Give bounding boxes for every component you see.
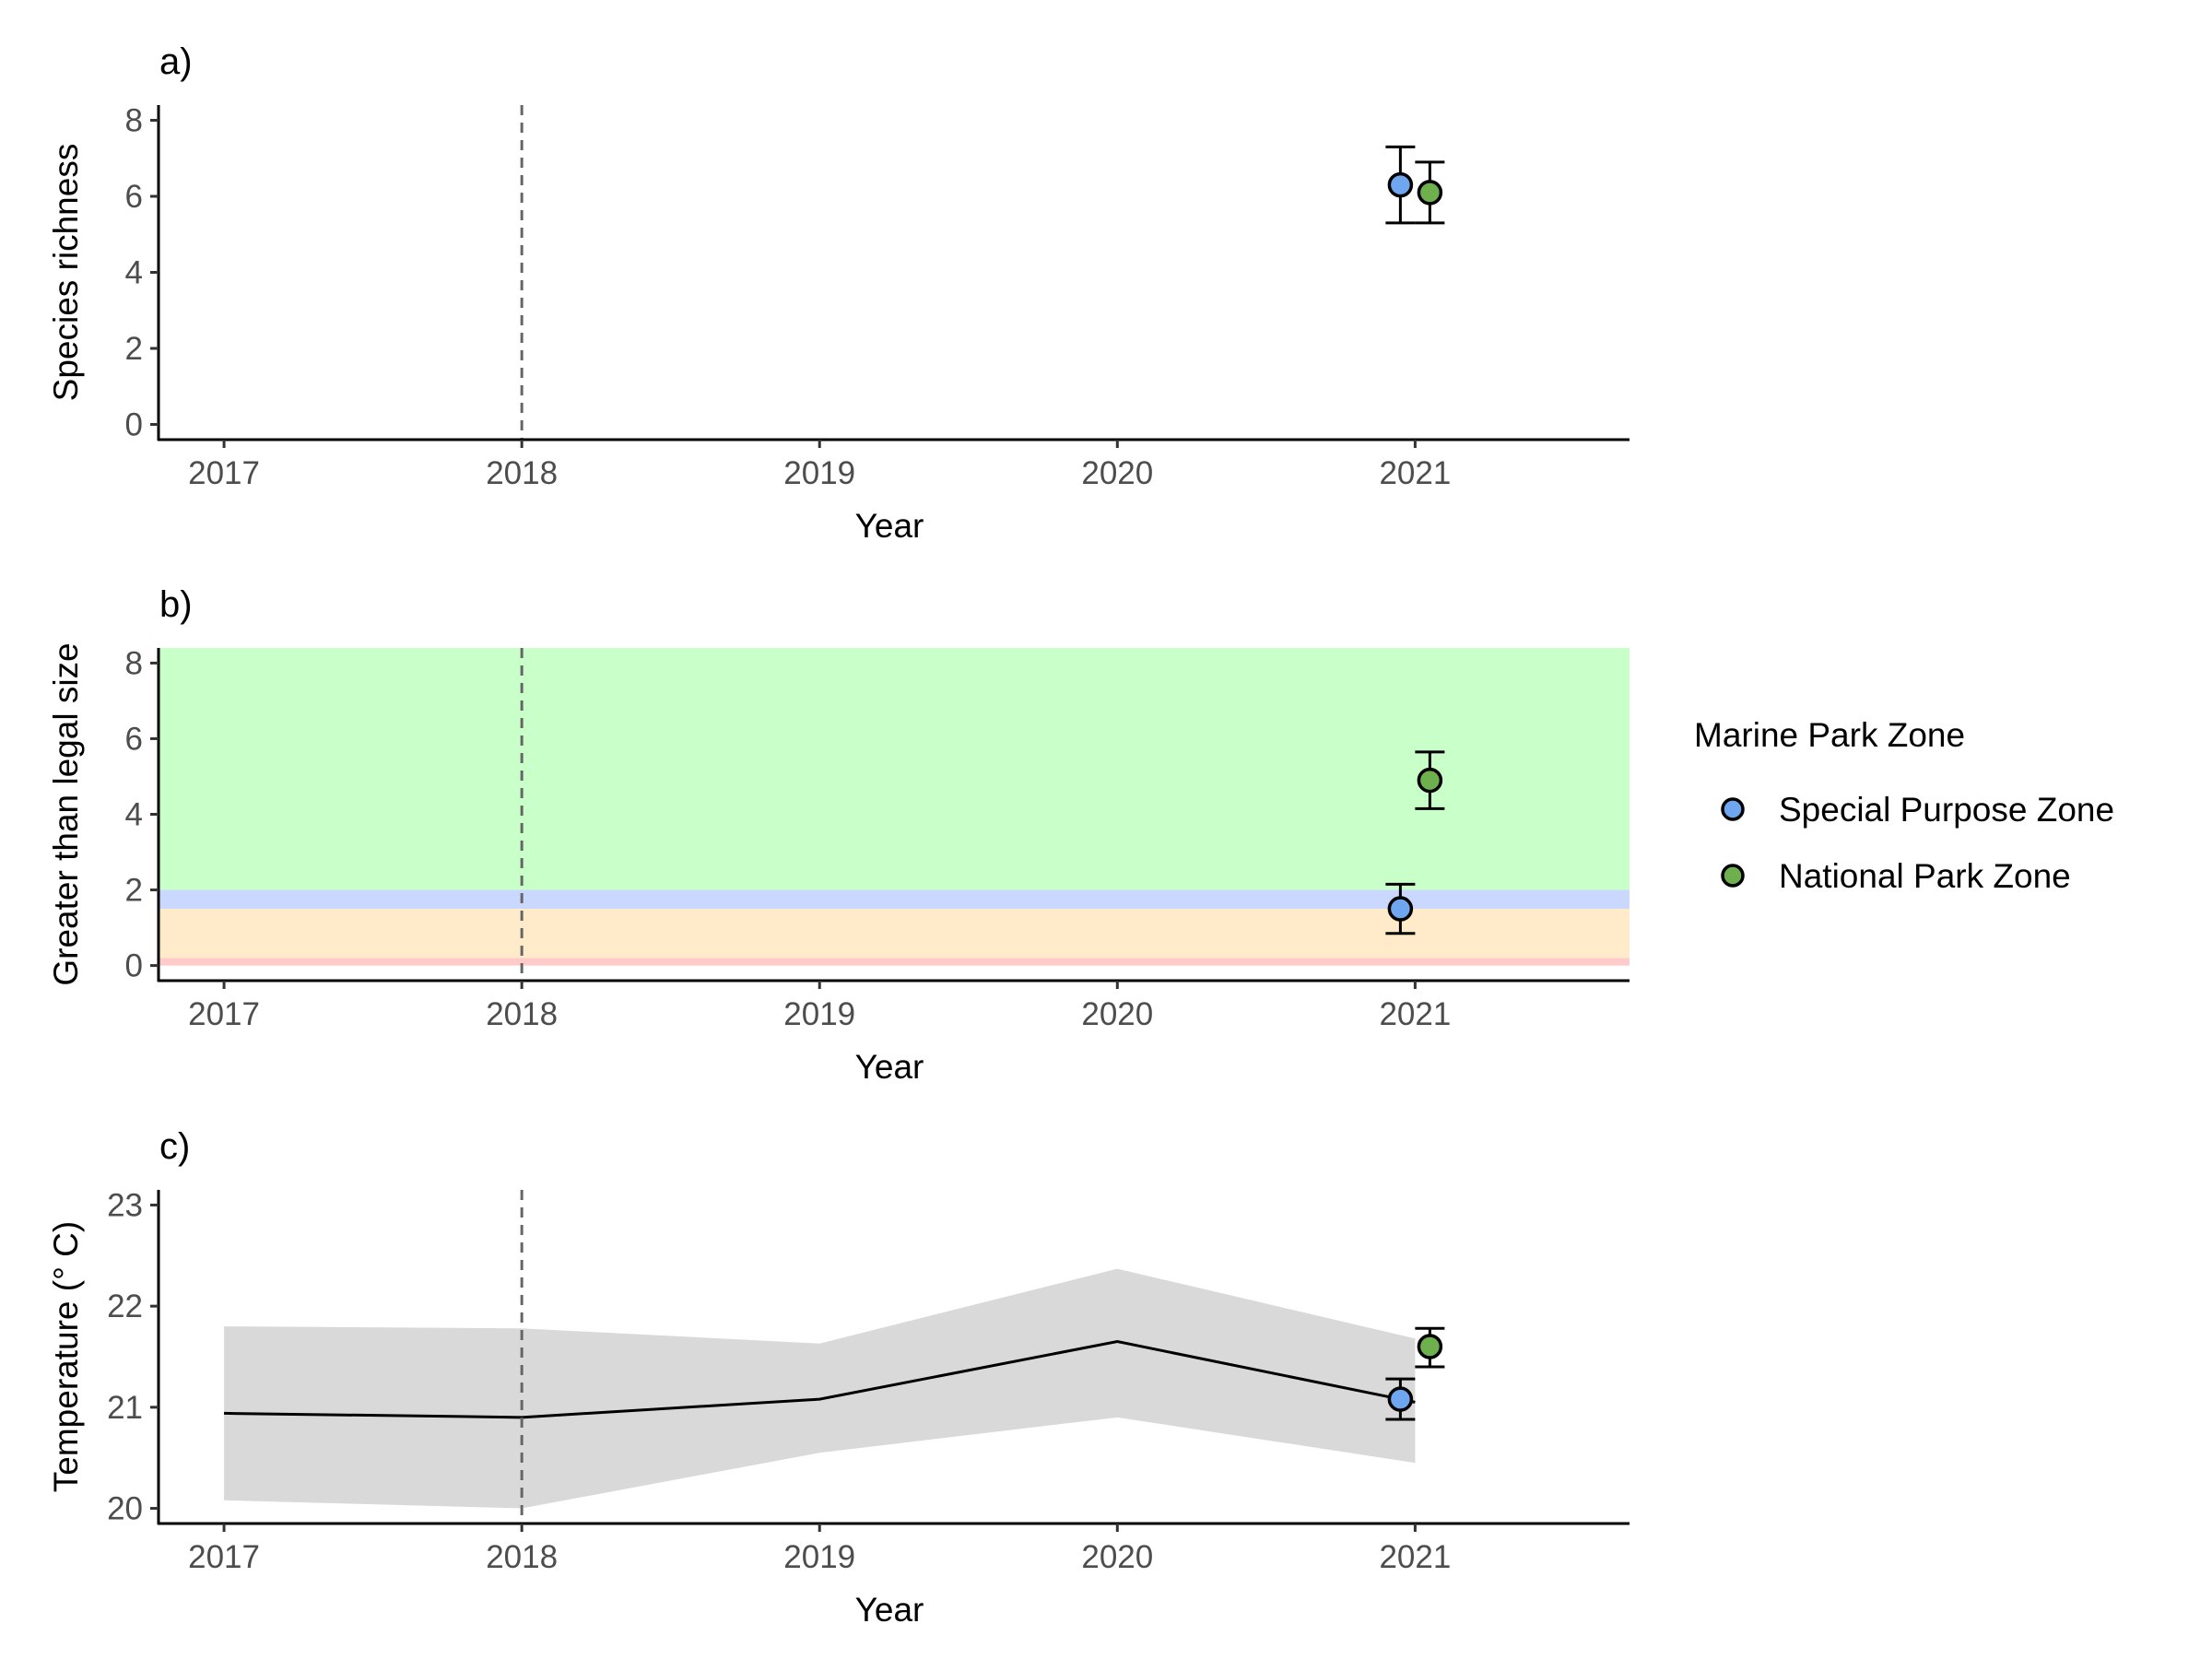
panel-c-label: c) xyxy=(159,1126,190,1167)
panel-c: 2017 2018 2019 2020 202120212223c)YearTemper… xyxy=(47,1126,1630,1629)
panel-a: 2017 2018 2019 2020 2021 0 2 4 6 8 a) Year Species r… xyxy=(47,41,1630,545)
legend-item-special-purpose-zone: Special Purpose Zone xyxy=(1721,791,2114,829)
legend-title: Marine Park Zone xyxy=(1694,716,1965,754)
panel-a-x-tick-label-2019: 2019 xyxy=(783,455,855,491)
legend-marker-national-park-zone xyxy=(1721,864,1745,888)
panel-b-x-axis-title: Year xyxy=(855,1048,924,1086)
panel-c-y-tick-label-20: 20 xyxy=(107,1491,143,1527)
panel-c-y-tick-label-21: 21 xyxy=(107,1390,143,1426)
panel-b-point-national-park-zone xyxy=(1417,767,1443,794)
panel-c-y-tick-label-23: 23 xyxy=(107,1187,143,1223)
panel-c-point-national-park-zone xyxy=(1417,1334,1443,1359)
legend-label-national-park-zone: National Park Zone xyxy=(1779,857,2071,895)
panel-a-x-tick-label-2018: 2018 xyxy=(486,455,558,491)
panel-b-x-tick-label-2019: 2019 xyxy=(783,996,855,1032)
panel-a-y-axis-title: Species richness xyxy=(47,144,85,402)
panel-b-x-tick-label-2018: 2018 xyxy=(486,996,558,1032)
panel-b-x-tick-label-2017: 2017 xyxy=(188,996,260,1032)
panel-c-y-tick-label-22: 22 xyxy=(107,1288,143,1324)
legend-item-national-park-zone: National Park Zone xyxy=(1721,857,2071,895)
panel-b-point-special-purpose-zone xyxy=(1387,896,1414,922)
panel-b-band-3 xyxy=(159,958,1630,966)
legend-label-special-purpose-zone: Special Purpose Zone xyxy=(1779,791,2114,829)
panel-b-band-0 xyxy=(159,648,1630,890)
panel-b-y-axis-title: Greater than legal size xyxy=(47,642,85,985)
panel-a-y-tick-label-2: 2 xyxy=(125,331,143,367)
panel-b-label: b) xyxy=(159,584,193,625)
panel-c-x-tick-label-2018: 2018 xyxy=(486,1539,558,1575)
panel-c-x-tick-label-2019: 2019 xyxy=(783,1539,855,1575)
panel-b-y-tick-label-8: 8 xyxy=(125,645,143,681)
panel-a-y-tick-label-4: 4 xyxy=(125,255,143,291)
panel-a-x-axis-title: Year xyxy=(855,507,924,545)
panel-b-y-tick-label-4: 4 xyxy=(125,797,143,833)
panel-a-y-tick-label-8: 8 xyxy=(125,103,143,139)
panel-c-point-special-purpose-zone xyxy=(1387,1386,1414,1412)
panel-c-ribbon xyxy=(224,1268,1416,1509)
panel-b-y-tick-label-0: 0 xyxy=(125,948,143,984)
panel-a-y-tick-label-0: 0 xyxy=(125,407,143,443)
panel-b: 2017 2018 2019 2020 2021 0 2 4 6 8 b) Year Greater t… xyxy=(47,584,1630,1086)
panel-a-point-special-purpose-zone xyxy=(1387,171,1414,198)
panel-b-y-tick-label-2: 2 xyxy=(125,873,143,909)
panel-a-label: a) xyxy=(159,41,193,82)
panel-b-band-1 xyxy=(159,889,1630,910)
panel-b-y-tick-label-6: 6 xyxy=(125,721,143,757)
panel-c-mean-line xyxy=(224,1340,1416,1419)
legend: Marine Park Zone Special Purpose Zone Na… xyxy=(1694,716,2114,895)
panel-c-y-axis-title: Temperature (° C) xyxy=(47,1221,85,1492)
panel-c-x-axis-title: Year xyxy=(855,1591,924,1629)
panel-c-x-tick-label-2017: 2017 xyxy=(188,1539,260,1575)
panel-c-x-tick-label-2020: 2020 xyxy=(1081,1539,1153,1575)
legend-marker-special-purpose-zone xyxy=(1721,797,1745,821)
panel-a-x-tick-label-2020: 2020 xyxy=(1081,455,1153,491)
panel-a-point-national-park-zone xyxy=(1417,180,1443,206)
panel-a-x-tick-label-2017: 2017 xyxy=(188,455,260,491)
panel-c-x-tick-label-2021: 2021 xyxy=(1379,1539,1451,1575)
panel-a-y-tick-label-6: 6 xyxy=(125,179,143,215)
panel-b-band-2 xyxy=(159,909,1630,959)
panel-a-x-tick-label-2021: 2021 xyxy=(1379,455,1451,491)
panel-b-x-tick-label-2020: 2020 xyxy=(1081,996,1153,1032)
panel-b-x-tick-label-2021: 2021 xyxy=(1379,996,1451,1032)
